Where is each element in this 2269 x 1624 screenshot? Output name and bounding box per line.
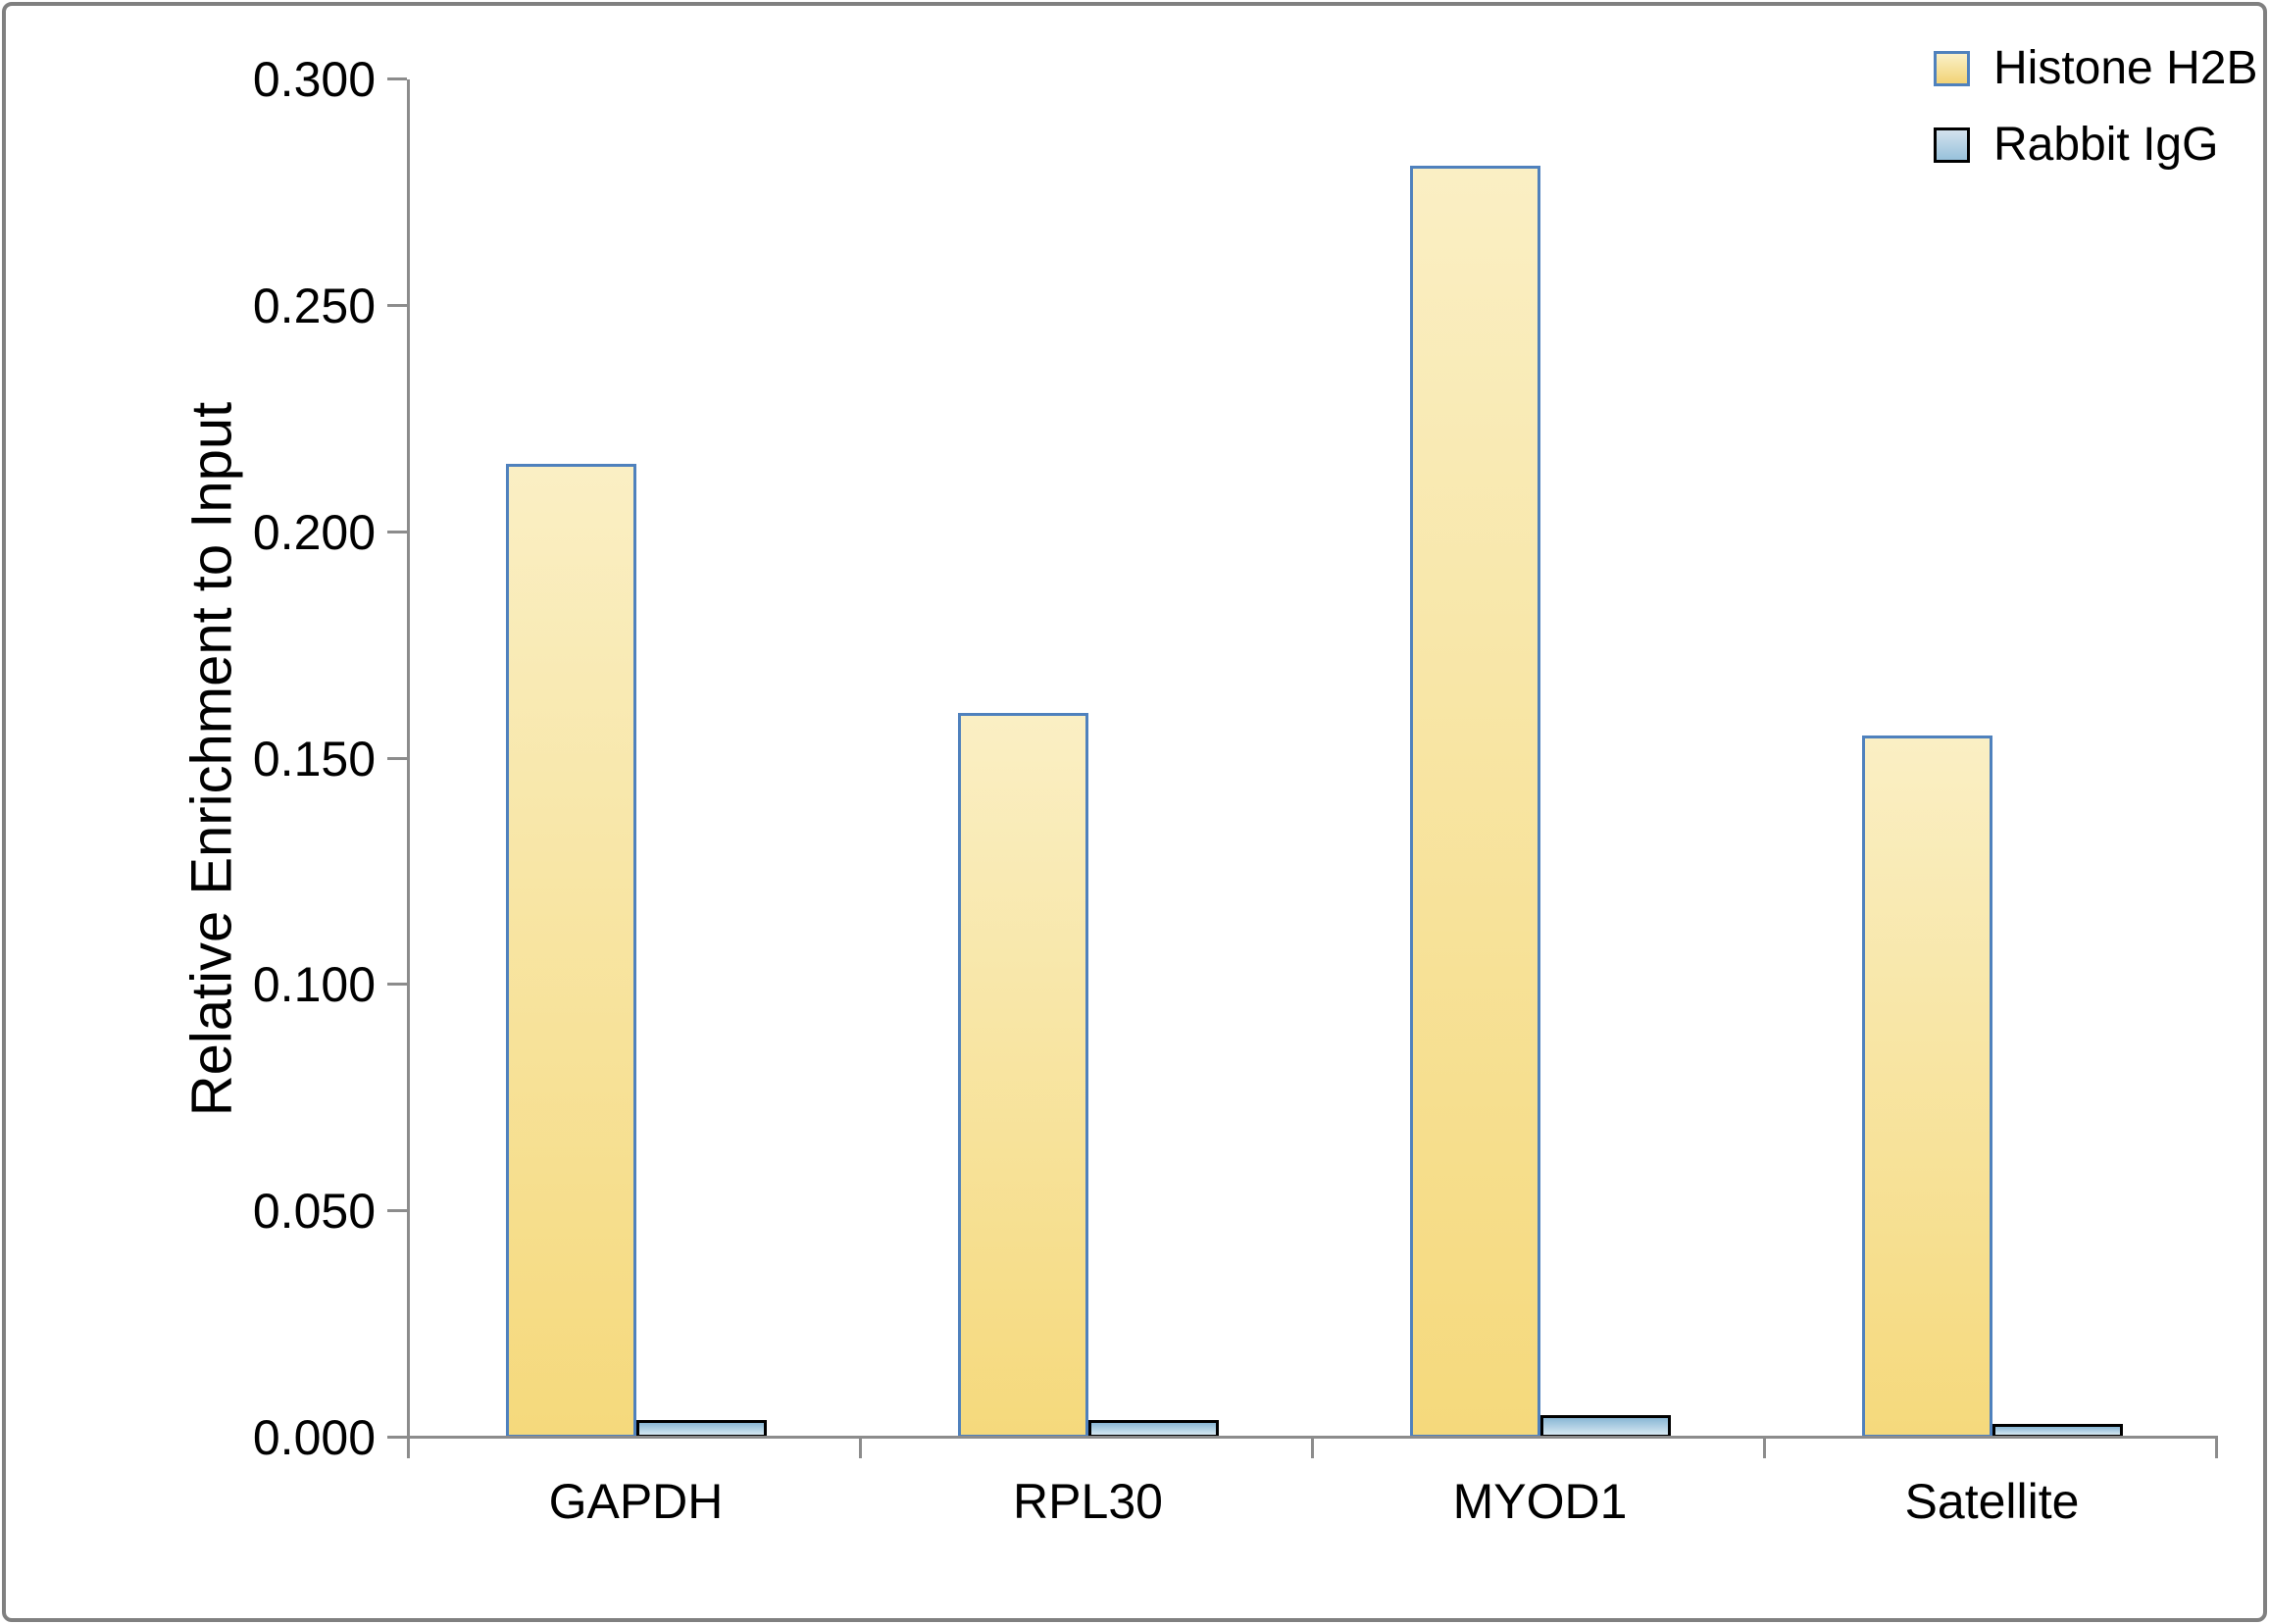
bar-histone-h2b-satellite [1861, 736, 1992, 1438]
x-tick [1763, 1438, 1766, 1458]
x-axis-label-gapdh: GAPDH [548, 1474, 724, 1529]
y-tick-label: 0.250 [252, 278, 376, 333]
x-tick [859, 1438, 862, 1458]
y-axis-line [407, 79, 410, 1458]
legend-swatch-histone-h2b [1934, 51, 1970, 86]
y-tick [387, 77, 407, 80]
legend-item-histone-h2b: Histone H2B [1934, 43, 2257, 94]
bar-histone-h2b-myod1 [1409, 165, 1540, 1438]
plot-area: Relative Enrichment to Input Histone H2B… [6, 6, 2263, 1618]
x-axis-line [407, 1436, 2218, 1439]
legend-label-rabbit-igg: Rabbit IgG [1993, 119, 2219, 171]
x-tick [407, 1438, 410, 1458]
legend-swatch-rabbit-igg [1934, 127, 1970, 163]
y-tick-label: 0.050 [252, 1184, 376, 1240]
y-tick [387, 1209, 407, 1213]
bar-histone-h2b-rpl30 [957, 713, 1088, 1438]
y-tick [387, 756, 407, 760]
legend-item-rabbit-igg: Rabbit IgG [1934, 120, 2218, 171]
y-tick [387, 983, 407, 987]
x-axis-label-myod1: MYOD1 [1452, 1474, 1628, 1529]
y-tick [387, 1436, 407, 1439]
x-tick [2215, 1438, 2218, 1458]
x-axis-label-satellite: Satellite [1904, 1474, 2080, 1529]
bar-histone-h2b-gapdh [505, 464, 636, 1438]
y-tick-label: 0.000 [252, 1410, 376, 1465]
legend-label-histone-h2b: Histone H2B [1993, 42, 2258, 94]
y-tick-label: 0.100 [252, 957, 376, 1013]
y-tick [387, 530, 407, 533]
y-tick-label: 0.150 [252, 731, 376, 787]
y-tick [387, 303, 407, 307]
y-tick-label: 0.300 [252, 52, 376, 107]
x-axis-label-rpl30: RPL30 [1013, 1474, 1163, 1529]
x-tick [1311, 1438, 1314, 1458]
bar-rabbit-igg-myod1 [1539, 1414, 1671, 1438]
y-tick-label: 0.200 [252, 504, 376, 560]
